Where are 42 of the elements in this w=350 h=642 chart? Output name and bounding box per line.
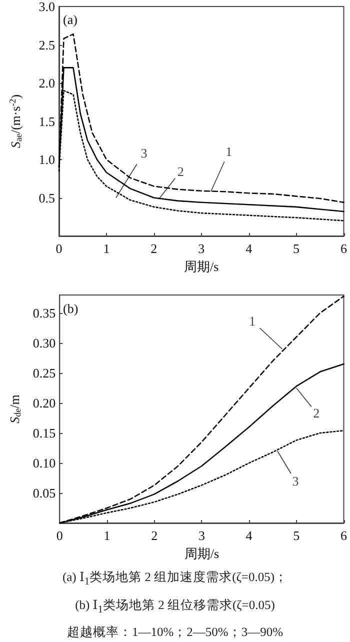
y-tick-label: 2.0 — [38, 76, 55, 90]
annotation: 1 — [226, 144, 232, 160]
x-tick-label: 1 — [103, 241, 110, 256]
x-tick-label: 0 — [56, 241, 62, 256]
y-tick-label: 0.20 — [32, 396, 56, 410]
y-tick-label: 0.5 — [38, 190, 55, 206]
y-axis-title: Sae/(m·s-2) — [8, 94, 24, 148]
x-tick-label: 3 — [198, 528, 205, 543]
chart-title: (b) — [63, 301, 78, 316]
y-tick-label: 0.25 — [32, 366, 56, 380]
y-tick-label: 3.0 — [38, 0, 55, 14]
y-tick-label: 1.0 — [38, 152, 55, 167]
annotation: 1 — [248, 314, 256, 328]
text: (a) Ⅰ$_{1}$类场地第 2 组加速度需求(ζ=0.05)； — [61, 569, 289, 590]
x-tick-label: 3 — [198, 241, 205, 256]
annotation: 3 — [140, 145, 148, 160]
annotation: 2 — [177, 164, 184, 179]
x-tick-label: 6 — [340, 528, 348, 543]
y-tick-label: 1.5 — [38, 114, 55, 129]
x-tick-label: 4 — [246, 528, 253, 543]
x-tick-label: 1 — [104, 528, 110, 543]
x-tick-label: 4 — [246, 241, 253, 256]
x-tick-label: 6 — [340, 241, 348, 256]
x-axis-title: 周期/s — [184, 259, 219, 274]
x-tick-label: 2 — [151, 528, 158, 543]
x-tick-label: 2 — [150, 241, 158, 256]
chart-title: (a) — [63, 12, 78, 27]
y-tick-label: 0.15 — [32, 426, 56, 440]
y-axis-title: Sde/m — [7, 394, 22, 424]
x-tick-label: 5 — [293, 241, 300, 256]
x-axis-title: 周期/s — [184, 546, 220, 561]
text: (b) Ⅰ$_{1}$类场地第 2 组位移需求(ζ=0.05) — [74, 596, 276, 617]
annotation: 2 — [313, 406, 320, 420]
x-tick-label: 5 — [293, 528, 300, 543]
text: 超越概率：1—10%；2—50%；3—90% — [66, 624, 284, 641]
y-tick-label: 0.10 — [32, 456, 56, 470]
annotation: 3 — [292, 474, 299, 488]
y-tick-label: 2.5 — [38, 37, 55, 52]
y-tick-label: 0.05 — [32, 486, 56, 500]
x-tick-label: 0 — [56, 528, 63, 543]
y-tick-label: 0.35 — [32, 306, 56, 320]
y-tick-label: 0.30 — [32, 336, 56, 350]
